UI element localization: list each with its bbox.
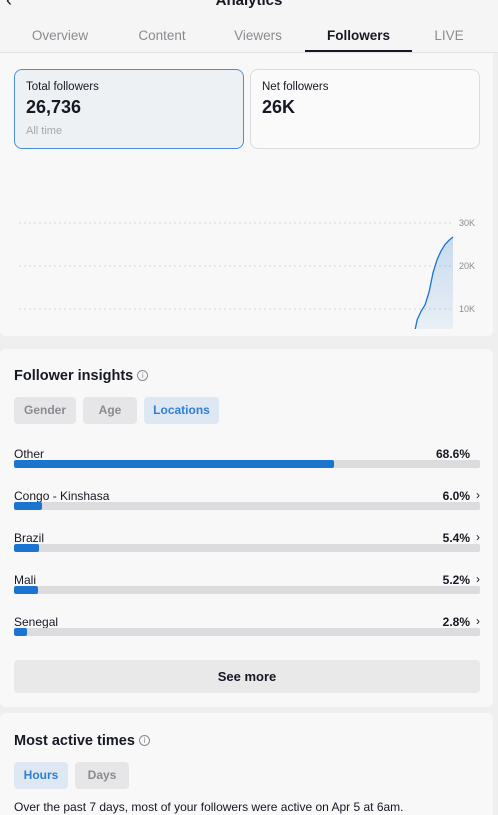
net-followers-value: 26K	[262, 97, 296, 117]
location-bar-track	[14, 544, 480, 552]
location-bar-track	[14, 628, 480, 636]
location-bar-fill	[14, 502, 42, 510]
location-percent: 5.2%	[442, 573, 470, 587]
location-row[interactable]: Mali 5.2% ›	[14, 572, 480, 613]
location-name: Brazil	[14, 531, 45, 545]
active-times-summary: Over the past 7 days, most of your follo…	[14, 800, 404, 814]
location-bar-fill	[14, 460, 334, 468]
location-percent: 5.4%	[442, 531, 470, 545]
chip-days[interactable]: Days	[75, 762, 129, 789]
chip-hours[interactable]: Hours	[14, 762, 68, 789]
location-row[interactable]: Senegal 2.8% ›	[14, 614, 480, 655]
follower-insights-title: Follower insights i	[14, 368, 149, 384]
location-percent: 2.8%	[442, 615, 470, 629]
most-active-times-title: Most active times i	[14, 733, 150, 749]
tab-overview[interactable]: Overview	[31, 28, 89, 43]
location-name: Senegal	[14, 615, 59, 629]
chevron-right-icon[interactable]: ›	[476, 488, 480, 502]
chart-grid	[19, 222, 453, 310]
series-area	[415, 237, 453, 329]
y-tick-label: 30K	[459, 218, 475, 228]
location-bar-fill	[14, 586, 39, 594]
y-tick-label: 20K	[459, 261, 475, 271]
see-more-button[interactable]: See more	[14, 660, 480, 693]
chart-tick-labels: 30K20K10KApr 6, 2024Apr 5, 2025	[459, 218, 475, 314]
tab-divider	[0, 52, 498, 53]
chip-gender[interactable]: Gender	[14, 397, 76, 424]
location-bar-track	[14, 502, 480, 510]
most-active-times-card: Most active times i Hours Days Over the p…	[0, 713, 493, 815]
tab-viewers[interactable]: Viewers	[234, 28, 282, 43]
location-name: Mali	[14, 573, 37, 587]
location-bar-track	[14, 460, 480, 468]
total-followers-label: Total followers	[26, 81, 99, 93]
follower-insights-title-text: Follower insights	[14, 368, 134, 384]
location-row[interactable]: Brazil 5.4% ›	[14, 530, 480, 571]
tab-live[interactable]: LIVE	[434, 28, 464, 43]
location-bar-track	[14, 586, 480, 594]
net-followers-card[interactable]: Net followers 26K	[250, 69, 480, 149]
y-tick-label: 10K	[459, 304, 475, 314]
tab-followers[interactable]: Followers	[305, 22, 412, 52]
location-name: Congo - Kinshasa	[14, 489, 110, 503]
tab-content[interactable]: Content	[138, 28, 186, 43]
total-followers-card[interactable]: Total followers 26,736 All time	[14, 69, 244, 149]
chevron-right-icon[interactable]: ›	[476, 572, 480, 586]
location-bar-fill	[14, 544, 40, 552]
location-name: Other	[14, 447, 45, 461]
location-percent: 68.6%	[435, 447, 470, 461]
page-title: Analytics	[215, 0, 283, 9]
followers-chart: 30K20K10KApr 6, 2024Apr 5, 2025	[19, 218, 475, 329]
info-icon[interactable]: i	[138, 735, 150, 746]
net-followers-label: Net followers	[262, 81, 329, 93]
chip-age[interactable]: Age	[83, 397, 137, 424]
followers-overview-card: Total followers 26,736 All time Net foll…	[0, 53, 493, 336]
location-bar-fill	[14, 628, 28, 636]
chevron-left-icon[interactable]: ‹	[6, 0, 12, 10]
location-row: Other 68.6%	[14, 447, 480, 487]
info-icon[interactable]: i	[137, 370, 149, 381]
chevron-right-icon[interactable]: ›	[476, 614, 480, 628]
location-row[interactable]: Congo - Kinshasa 6.0% ›	[14, 488, 480, 529]
tab-bar: Overview Content Viewers Followers LIVE	[0, 22, 498, 52]
total-followers-period: All time	[26, 125, 63, 137]
top-bar: ‹ Analytics Overview Content Viewers Fol…	[0, 0, 498, 53]
location-percent: 6.0%	[442, 489, 470, 503]
follower-insights-card: Follower insights i Gender Age Locations …	[0, 349, 493, 707]
chart-series	[414, 236, 454, 329]
series-line	[414, 236, 454, 329]
chip-locations[interactable]: Locations	[144, 397, 219, 424]
total-followers-value: 26,736	[26, 97, 82, 117]
most-active-times-title-text: Most active times	[14, 733, 135, 749]
chevron-right-icon[interactable]: ›	[476, 530, 480, 544]
